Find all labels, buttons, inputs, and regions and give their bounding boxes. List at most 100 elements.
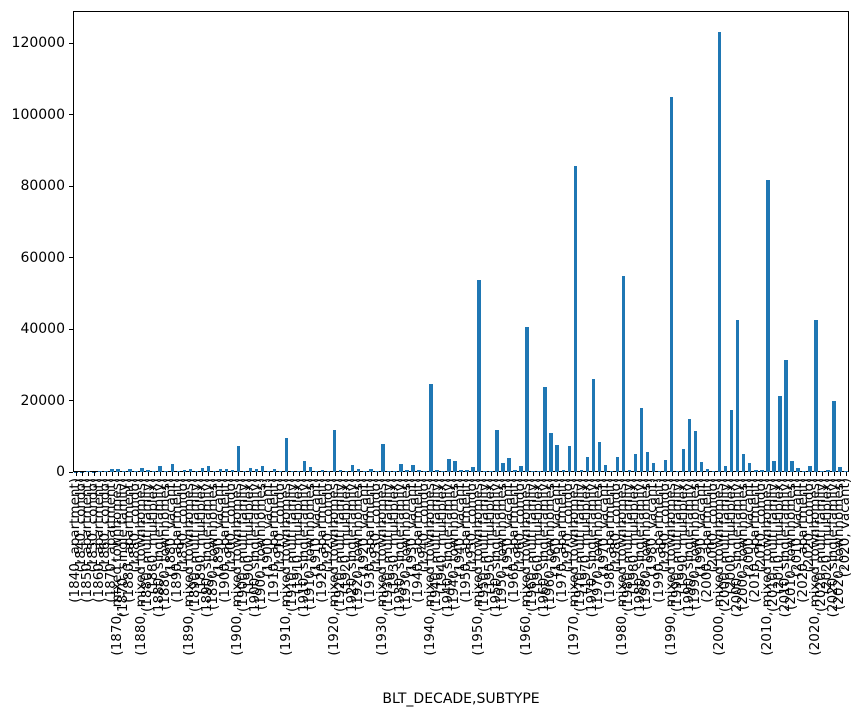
bar [814,319,818,472]
x-axis-tick [713,472,715,476]
y-axis-tick [69,257,73,259]
bar [212,471,217,472]
bar [471,466,475,472]
x-axis-tick [268,472,270,476]
bar [417,470,421,472]
bar [254,468,259,472]
bar [513,470,517,472]
bar [314,470,319,472]
x-axis-tick [599,472,601,476]
bar [369,468,373,472]
x-axis-tick [238,472,240,476]
x-axis-tick [352,472,354,476]
bar [597,442,602,472]
x-axis-tick [76,472,77,476]
x-axis-tick [557,472,559,476]
bar [356,468,361,472]
x-axis-tick [515,472,517,476]
x-axis-title: BLT_DECADE,SUBTYPE [382,691,540,707]
x-axis-tick [593,472,595,476]
bar [447,458,451,472]
bar [477,280,481,472]
x-axis-tick [154,472,156,476]
x-axis-tick [370,472,372,476]
x-axis-tick [436,472,438,476]
bar [290,471,295,472]
y-axis-tick-label: 120000 [11,35,65,52]
x-axis-tick [467,472,468,476]
x-axis-tick [220,472,222,476]
bar [585,457,590,472]
bar [194,471,199,472]
x-axis-tick [286,472,288,476]
x-axis-tick [611,472,613,476]
bar [639,408,644,472]
x-axis-tick [755,472,757,476]
bar [615,456,620,472]
x-axis-tick [412,472,414,476]
bar [170,463,174,472]
x-axis-tick [136,472,138,476]
x-axis-tick [196,472,198,476]
bar [561,469,565,472]
x-axis-tick [130,472,132,476]
x-axis-tick [761,472,763,476]
bar [483,470,487,472]
x-axis-tick [461,472,462,476]
x-axis-tick [641,472,643,476]
bar [766,179,770,472]
bar [543,387,547,472]
bar [627,469,632,472]
x-axis-tick [364,472,366,476]
bar [459,470,463,472]
x-axis-tick [376,472,378,476]
x-axis-tick [683,472,685,476]
x-axis-tick [479,472,481,476]
bar [796,467,800,472]
bar [98,471,102,472]
x-axis-tick [100,472,102,476]
bar [164,470,168,472]
bar [284,437,289,472]
y-axis-tick [69,185,73,187]
bar [104,471,108,472]
bar [375,471,379,472]
x-axis-tick [82,472,84,476]
x-axis-tick [587,472,589,476]
bar [760,470,764,472]
bar [808,466,812,472]
bar [790,461,794,472]
bar [326,471,331,472]
x-axis-tick [244,472,246,476]
bar [531,470,535,472]
x-axis-tick [695,472,697,476]
y-axis-tick [69,471,73,473]
bar [344,471,349,472]
x-axis-tick [112,472,114,476]
x-axis-tick [208,472,210,476]
bar [182,469,187,472]
x-axis-tick [184,472,186,476]
bar [320,470,325,472]
x-axis-tick [280,472,282,476]
x-axis-tick [346,472,348,476]
bar [772,460,776,472]
x-axis-tick [124,472,126,476]
x-axis-tick [491,472,493,476]
bar [489,470,493,472]
x-axis-tick [310,472,312,476]
bar [832,400,836,472]
bar [423,471,427,472]
y-axis-tick [69,400,73,402]
x-axis-tick [725,472,727,476]
bar [188,468,193,472]
x-axis-tick [160,472,162,476]
x-axis-tick [250,472,252,476]
bar [134,471,138,472]
x-axis-tick [737,472,739,476]
x-axis-tick [473,472,475,476]
bar [465,470,469,472]
bar [507,458,511,472]
x-axis-tick [791,472,793,476]
